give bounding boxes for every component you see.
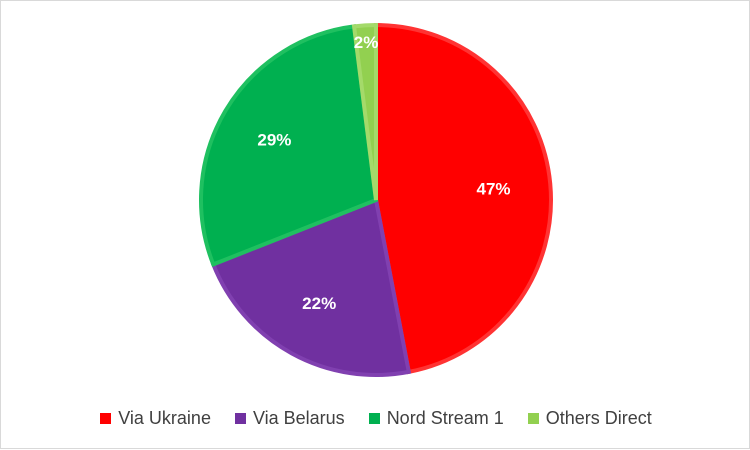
legend-swatch-via-belarus bbox=[234, 412, 246, 424]
slice-label-nord-stream-1: 29% bbox=[257, 130, 291, 149]
legend-swatch-via-ukraine bbox=[100, 412, 112, 424]
slice-label-via-belarus: 22% bbox=[302, 294, 336, 313]
pie-slice-via-belarus bbox=[210, 197, 412, 377]
slice-label-others-direct: 2% bbox=[354, 33, 379, 52]
legend-label-nord-stream-1: Nord Stream 1 bbox=[386, 407, 504, 428]
legend-item-via-ukraine: Via Ukraine bbox=[100, 408, 211, 429]
legend: Via Ukraine Via Belarus Nord Stream 1 Other… bbox=[1, 405, 750, 431]
legend-label-others-direct: Others Direct bbox=[545, 407, 652, 428]
legend-item-others-direct: Others Direct bbox=[527, 407, 652, 429]
legend-item-via-belarus: Via Belarus bbox=[234, 407, 345, 429]
legend-label-via-belarus: Via Belarus bbox=[252, 407, 345, 428]
legend-label-via-ukraine: Via Ukraine bbox=[118, 407, 211, 428]
pie-slice-nord-stream-1 bbox=[199, 24, 379, 268]
pie-slice-via-ukraine bbox=[374, 22, 553, 375]
legend-swatch-nord-stream-1 bbox=[368, 412, 380, 424]
pie-slice-others-direct bbox=[351, 22, 378, 201]
slice-label-via-ukraine: 47% bbox=[476, 179, 510, 198]
legend-swatch-others-direct bbox=[527, 412, 539, 424]
legend-item-nord-stream-1: Nord Stream 1 bbox=[368, 407, 504, 429]
